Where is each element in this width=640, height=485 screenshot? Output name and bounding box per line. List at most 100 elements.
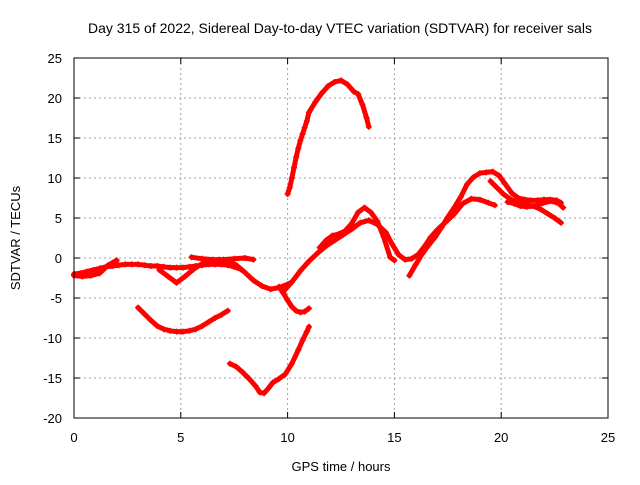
data-point — [288, 360, 295, 367]
data-point — [288, 279, 295, 285]
y-axis-label: SDTVAR / TECUs — [8, 185, 23, 290]
data-point — [154, 323, 161, 329]
data-point — [485, 199, 492, 206]
data-point — [256, 389, 263, 396]
data-point — [425, 242, 432, 249]
data-point — [365, 123, 372, 130]
series-arc-10 — [284, 77, 372, 197]
series-arc-9 — [316, 204, 398, 264]
data-point — [551, 215, 558, 221]
data-point — [365, 217, 372, 224]
series-trace — [280, 196, 498, 295]
data-point — [412, 261, 419, 268]
y-tick-label: 10 — [48, 171, 62, 186]
data-point — [459, 200, 466, 207]
y-tick-label: -10 — [43, 331, 62, 346]
data-point — [128, 261, 135, 268]
data-point — [476, 170, 483, 177]
data-point — [141, 262, 148, 269]
data-point — [500, 191, 507, 197]
data-point — [538, 207, 545, 213]
data-point — [470, 174, 477, 181]
data-point — [173, 279, 180, 286]
data-point — [314, 250, 321, 257]
data-point — [293, 154, 300, 161]
data-point — [182, 273, 189, 280]
data-point — [250, 256, 257, 263]
data-point — [269, 379, 276, 386]
series-trace — [285, 77, 372, 197]
y-tick-label: -20 — [43, 411, 62, 426]
data-point — [301, 124, 308, 131]
data-point — [329, 232, 336, 239]
data-point — [160, 263, 167, 270]
series-arc-7 — [276, 283, 312, 316]
data-point — [265, 385, 272, 392]
data-point — [295, 145, 302, 152]
data-point — [323, 237, 330, 244]
data-point — [297, 309, 304, 316]
data-point — [491, 202, 498, 209]
data-point — [297, 267, 304, 274]
data-point — [167, 327, 174, 334]
data-point — [299, 131, 306, 137]
data-point — [205, 319, 212, 325]
data-point — [267, 286, 274, 293]
grid-lines — [74, 58, 608, 418]
data-point — [282, 371, 289, 377]
data-point — [135, 261, 142, 268]
data-point — [188, 254, 195, 261]
y-tick-label: -15 — [43, 371, 62, 386]
data-point — [105, 262, 112, 269]
data-point — [147, 317, 154, 324]
data-point — [451, 204, 458, 211]
data-point — [305, 305, 312, 312]
data-point — [79, 273, 86, 280]
series-trace — [406, 169, 564, 279]
data-point — [508, 190, 515, 197]
data-point — [291, 164, 298, 171]
data-point — [523, 203, 530, 210]
data-point — [331, 79, 338, 85]
data-point — [402, 256, 409, 263]
data-point — [536, 201, 543, 208]
data-point — [241, 255, 248, 261]
data-point — [156, 267, 163, 273]
data-point — [209, 256, 216, 263]
data-point — [476, 196, 483, 203]
data-point — [218, 311, 225, 318]
data-point — [88, 272, 95, 279]
data-point — [226, 360, 233, 367]
x-tick-label: 20 — [494, 430, 508, 445]
data-point — [431, 234, 438, 241]
data-point — [357, 219, 364, 226]
axis-ticks: 0 5 10 15 20 25 -20 -15 -10 -5 0 5 10 15 20 25 — [43, 51, 615, 445]
series-trace — [227, 324, 312, 396]
data-point — [276, 375, 283, 382]
data-point — [113, 257, 120, 264]
data-point — [348, 220, 355, 227]
data-point — [560, 204, 567, 211]
data-point — [220, 256, 227, 263]
data-point — [224, 307, 231, 314]
data-point — [141, 311, 148, 317]
data-point — [489, 168, 496, 175]
data-point — [350, 88, 357, 95]
series-arc-6 — [226, 323, 312, 397]
data-point — [305, 109, 312, 116]
data-point — [246, 375, 253, 382]
data-point — [96, 270, 103, 277]
data-point — [438, 224, 445, 231]
data-point — [303, 328, 310, 335]
data-point — [487, 178, 494, 185]
data-point — [419, 251, 426, 257]
data-point — [483, 169, 490, 176]
data-point — [288, 175, 295, 181]
plot-frame — [73, 57, 609, 419]
data-point — [444, 214, 451, 221]
data-point — [280, 288, 287, 295]
data-point — [387, 254, 394, 261]
data-point — [241, 269, 248, 276]
